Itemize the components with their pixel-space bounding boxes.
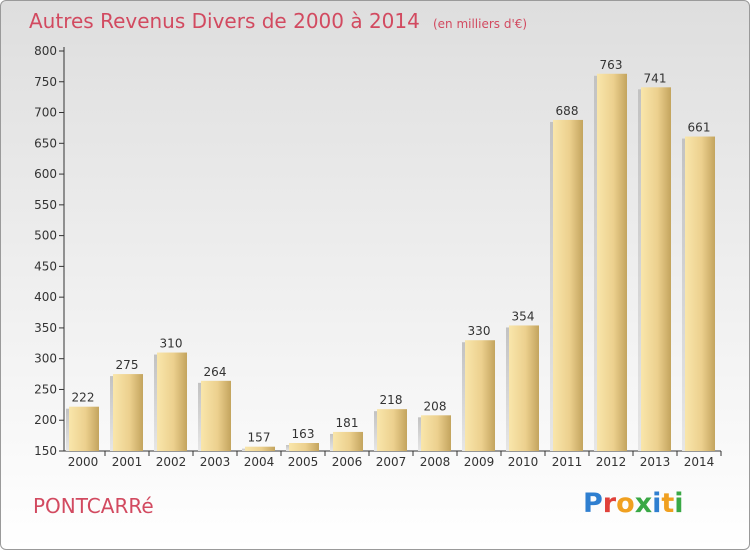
y-tick-label: 650 xyxy=(34,136,57,150)
bar-2009 xyxy=(465,340,495,451)
bar-value-label: 330 xyxy=(468,324,491,338)
logo-letter: t xyxy=(661,488,675,519)
bar-side xyxy=(506,327,509,451)
logo-letter: P xyxy=(583,488,603,519)
bar-value-label: 741 xyxy=(644,71,667,85)
bar-side xyxy=(154,354,157,451)
x-tick-label: 2005 xyxy=(288,455,319,469)
x-tick-label: 2010 xyxy=(508,455,539,469)
bar-2012 xyxy=(597,73,627,452)
x-tick-label: 2014 xyxy=(684,455,715,469)
bar-side xyxy=(374,411,377,451)
bar-side xyxy=(66,408,69,451)
logo-letter: i xyxy=(674,488,684,519)
bar-side xyxy=(550,121,553,451)
bar-2008 xyxy=(421,415,451,451)
bar-side xyxy=(242,448,245,451)
bar-value-label: 763 xyxy=(600,58,623,72)
axes: 150 200 250 300 350 400 450 500 550 600 650 700 750 8… xyxy=(34,44,722,469)
bar-side xyxy=(286,445,289,451)
title-line: Autres Revenus Divers de 2000 à 2014 (en… xyxy=(29,9,527,33)
logo-letter: r xyxy=(602,488,617,519)
y-tick-label: 600 xyxy=(34,167,57,181)
x-tick-label: 2012 xyxy=(596,455,627,469)
bar-value-label: 354 xyxy=(512,309,535,323)
x-tick-label: 2013 xyxy=(640,455,671,469)
y-tick-label: 700 xyxy=(34,106,57,120)
bar-side xyxy=(594,75,597,452)
commune-name: PONTCARRé xyxy=(33,494,154,518)
bar-side xyxy=(418,417,421,451)
x-tick-label: 2008 xyxy=(420,455,451,469)
bar-2004 xyxy=(245,446,275,451)
bar-side xyxy=(638,89,641,452)
y-tick-label: 350 xyxy=(34,321,57,335)
bar-value-label: 310 xyxy=(160,337,183,351)
logo-letter: o xyxy=(616,488,635,519)
y-tick-label: 400 xyxy=(34,290,57,304)
bar-2001 xyxy=(113,374,143,451)
bars xyxy=(66,73,715,452)
bar-value-label: 218 xyxy=(380,393,403,407)
x-tick-label: 2006 xyxy=(332,455,363,469)
x-tick-label: 2002 xyxy=(156,455,187,469)
logo-letter: i xyxy=(652,488,662,519)
x-tick-label: 2009 xyxy=(464,455,495,469)
bar-value-label: 181 xyxy=(336,416,359,430)
bar-value-label: 661 xyxy=(688,121,711,135)
y-tick-label: 500 xyxy=(34,229,57,243)
bar-2007 xyxy=(377,409,407,451)
bar-2003 xyxy=(201,380,231,451)
y-tick-label: 550 xyxy=(34,198,57,212)
x-tick-label: 2007 xyxy=(376,455,407,469)
chart-unit: (en milliers d'€) xyxy=(432,17,528,31)
y-tick-label: 450 xyxy=(34,259,57,273)
y-tick-label: 750 xyxy=(34,75,57,89)
y-tick-label: 300 xyxy=(34,352,57,366)
bar-2014 xyxy=(685,136,715,452)
y-tick-label: 250 xyxy=(34,382,57,396)
y-tick-label: 200 xyxy=(34,413,57,427)
y-tick-label: 150 xyxy=(34,444,57,458)
bar-value-label: 157 xyxy=(248,431,271,445)
bar-value-label: 208 xyxy=(424,399,447,413)
x-tick-label: 2004 xyxy=(244,455,275,469)
bar-2013 xyxy=(641,87,671,452)
bar-side xyxy=(330,433,333,451)
bar-2005 xyxy=(289,443,319,451)
bar-labels: 222 275 310 264 157 163 181 218 208 330 354 688 763 7… xyxy=(72,58,711,445)
bar-2002 xyxy=(157,352,187,451)
x-tick-label: 2001 xyxy=(112,455,143,469)
bar-value-label: 688 xyxy=(556,104,579,118)
bar-value-label: 264 xyxy=(204,365,227,379)
bar-side xyxy=(198,382,201,451)
bar-value-label: 163 xyxy=(292,427,315,441)
x-tick-label: 2003 xyxy=(200,455,231,469)
x-tick-label: 2000 xyxy=(68,455,99,469)
bar-side xyxy=(110,376,113,451)
logo-letter: x xyxy=(634,488,653,519)
bar-2006 xyxy=(333,431,363,451)
bar-value-label: 222 xyxy=(72,391,95,405)
proxiti-logo[interactable]: Proxiti xyxy=(583,488,684,519)
bar-side xyxy=(462,342,465,451)
bar-value-label: 275 xyxy=(116,358,139,372)
bar-2011 xyxy=(553,119,583,451)
x-tick-label: 2011 xyxy=(552,455,583,469)
bar-2000 xyxy=(69,406,99,451)
bar-side xyxy=(682,138,685,452)
chart-title: Autres Revenus Divers de 2000 à 2014 xyxy=(29,9,420,33)
y-tick-label: 800 xyxy=(34,44,57,58)
bar-2010 xyxy=(509,325,539,451)
